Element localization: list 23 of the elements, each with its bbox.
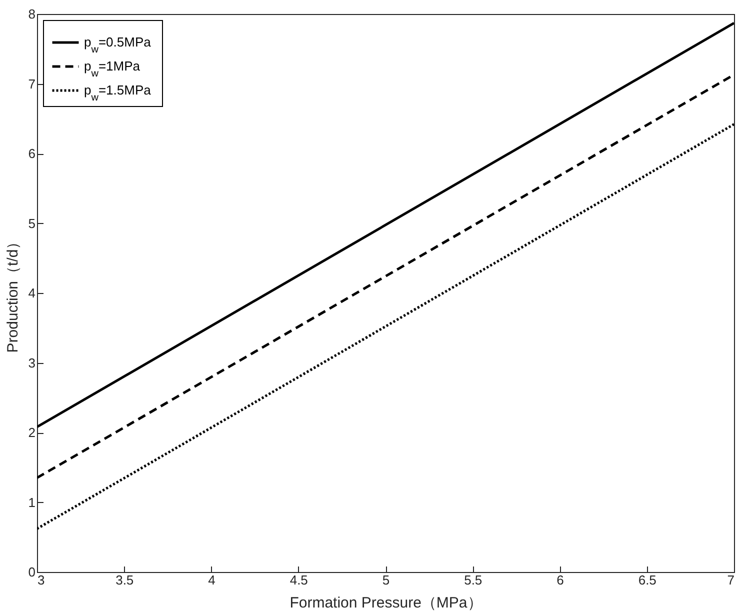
legend-label: p$_{w}$=1MPa [84, 58, 141, 79]
x-tick-label: 7 [727, 572, 734, 588]
y-tick-label: 4 [28, 286, 36, 300]
x-tick-label: 3 [38, 572, 45, 588]
y-tick-label: 7 [28, 76, 36, 92]
x-tick-label: 4.5 [290, 572, 308, 588]
y-tick-label: 3 [28, 355, 36, 370]
x-tick-label: 5.5 [464, 572, 482, 588]
y-axis-title: Production（t/d） [4, 234, 22, 353]
y-tick-label: 0 [28, 564, 36, 580]
y-tick-label: 1 [28, 494, 36, 510]
x-tick-label: 5 [382, 572, 390, 588]
legend-label: p$_{w}$=1.5MPa [84, 82, 152, 103]
y-tick-label: 2 [28, 425, 36, 440]
y-tick-label: 8 [28, 6, 36, 22]
legend-label: p$_{w}$=0.5MPa [84, 34, 152, 55]
x-tick-label: 6 [556, 572, 564, 588]
y-tick-label: 5 [28, 216, 36, 231]
x-tick-label: 6.5 [638, 572, 656, 588]
x-tick-label: 3.5 [116, 572, 134, 588]
x-axis-title: Formation Pressure（MPa） [290, 594, 482, 612]
y-tick-label: 6 [28, 146, 36, 161]
x-tick-label: 4 [208, 572, 216, 588]
